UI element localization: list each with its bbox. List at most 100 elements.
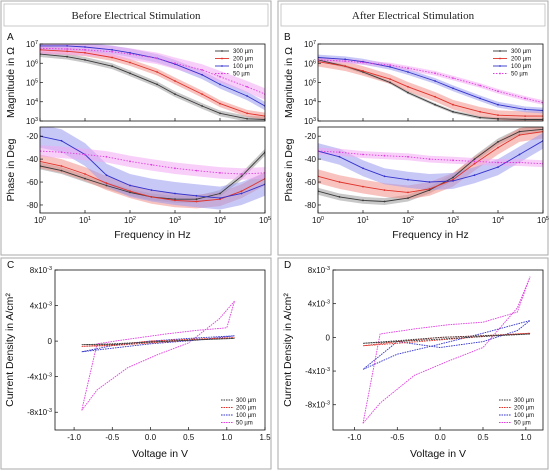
data-point-200 xyxy=(497,146,499,149)
panel-B: B 103 104 105 106 107 Magnitude in Ω 300 µm 200 … xyxy=(283,32,549,241)
data-point-300 xyxy=(383,200,386,203)
data-point-300 xyxy=(524,118,526,121)
legend-marker-50 xyxy=(221,72,223,75)
x-tick-label: 104 xyxy=(492,216,504,225)
data-point-50 xyxy=(524,97,526,100)
data-point-300 xyxy=(84,177,86,180)
y-tick-label: -4x10-3 xyxy=(305,367,330,376)
data-point-200 xyxy=(219,102,221,105)
data-point-200 xyxy=(60,165,63,167)
legend-marker-100 xyxy=(221,65,223,67)
data-point-100 xyxy=(201,73,204,76)
y-tick-label: 104 xyxy=(304,98,316,107)
y-tick-label: 107 xyxy=(26,40,38,49)
data-point-50 xyxy=(338,151,341,154)
data-point-50 xyxy=(105,155,108,158)
data-point-100 xyxy=(389,66,391,68)
data-point-50 xyxy=(219,75,221,78)
y-tick-label: -20 xyxy=(304,132,316,141)
data-point-200 xyxy=(389,78,391,80)
y-tick-label: 104 xyxy=(26,98,38,107)
data-point-300 xyxy=(111,65,113,68)
data-point-50 xyxy=(428,158,431,161)
data-point-100 xyxy=(111,48,113,51)
data-point-50 xyxy=(60,151,63,154)
data-point-200 xyxy=(129,190,131,193)
data-point-300 xyxy=(518,130,521,133)
data-point-50 xyxy=(389,64,391,66)
data-point-300 xyxy=(105,184,108,187)
y-tick-label: 107 xyxy=(304,40,316,49)
band-50 xyxy=(40,145,265,180)
y-tick-label: 4x10-3 xyxy=(308,300,330,309)
data-point-200 xyxy=(66,50,68,53)
data-point-200 xyxy=(362,70,364,72)
data-point-100 xyxy=(452,180,454,182)
y-tick-label: -4x10-3 xyxy=(27,373,52,382)
legend-label-200: 200 µm xyxy=(236,406,256,412)
data-point-50 xyxy=(362,61,364,64)
data-point-300 xyxy=(240,175,243,178)
x-tick-label: 103 xyxy=(447,216,459,225)
cv-loop-50 xyxy=(362,276,531,424)
y-axis-label: Current Density in A/cm² xyxy=(282,293,294,407)
y-tick-label: 106 xyxy=(26,59,38,68)
header-after: After Electrical Stimulation xyxy=(352,10,475,22)
y-tick-label: 106 xyxy=(304,59,316,68)
y-tick-label: -8x10-3 xyxy=(27,408,52,417)
y-tick-label: -20 xyxy=(26,132,38,141)
legend-marker-100 xyxy=(499,65,501,67)
legend-label-300: 300 µm xyxy=(233,49,253,55)
x-tick-label: 105 xyxy=(259,216,271,225)
data-point-100 xyxy=(150,189,153,192)
data-point-50 xyxy=(240,173,243,175)
frame-A xyxy=(0,0,272,256)
data-point-50 xyxy=(174,62,176,65)
y-axis-label: Phase in Deg xyxy=(283,138,295,201)
x-axis-label: Voltage in V xyxy=(132,448,188,460)
data-point-200 xyxy=(129,61,131,64)
legend-label-100: 100 µm xyxy=(514,413,534,419)
data-point-300 xyxy=(156,83,159,86)
x-tick-label: 103 xyxy=(169,216,181,225)
legend-marker-300 xyxy=(221,50,223,52)
data-point-200 xyxy=(434,95,436,98)
data-point-300 xyxy=(479,116,481,119)
legend-label-100: 100 µm xyxy=(511,64,531,70)
legend-label-200: 200 µm xyxy=(514,406,534,412)
legend-label-50: 50 µm xyxy=(514,421,531,427)
data-point-50 xyxy=(219,172,221,174)
data-point-50 xyxy=(344,60,346,62)
data-point-50 xyxy=(201,69,204,71)
data-point-100 xyxy=(174,192,176,195)
band-300 xyxy=(40,51,265,121)
x-tick-label: 1.5 xyxy=(259,433,271,442)
y-axis-label: Phase in Deg xyxy=(5,138,17,201)
legend-marker-200 xyxy=(221,57,223,60)
data-point-100 xyxy=(129,51,131,54)
data-point-200 xyxy=(479,110,481,113)
data-point-200 xyxy=(344,65,346,68)
data-point-200 xyxy=(156,71,159,73)
data-point-50 xyxy=(452,159,454,162)
y-tick-label: -8x10-3 xyxy=(305,401,330,410)
y-tick-label: 105 xyxy=(304,79,316,88)
band-100 xyxy=(40,127,265,210)
data-point-100 xyxy=(497,166,499,169)
x-axis-label: Voltage in V xyxy=(410,448,466,460)
data-point-300 xyxy=(174,93,176,95)
data-point-300 xyxy=(338,196,341,198)
data-point-50 xyxy=(174,167,176,170)
legend-marker-200 xyxy=(499,57,501,60)
x-tick-label: 1.0 xyxy=(221,433,233,442)
band-100 xyxy=(318,132,543,191)
header-before: Before Electrical Stimulation xyxy=(72,10,201,22)
legend-label-50: 50 µm xyxy=(233,72,250,78)
data-point-200 xyxy=(383,189,386,192)
legend-label-50: 50 µm xyxy=(236,421,253,427)
data-point-200 xyxy=(246,112,249,115)
data-point-300 xyxy=(452,176,454,179)
